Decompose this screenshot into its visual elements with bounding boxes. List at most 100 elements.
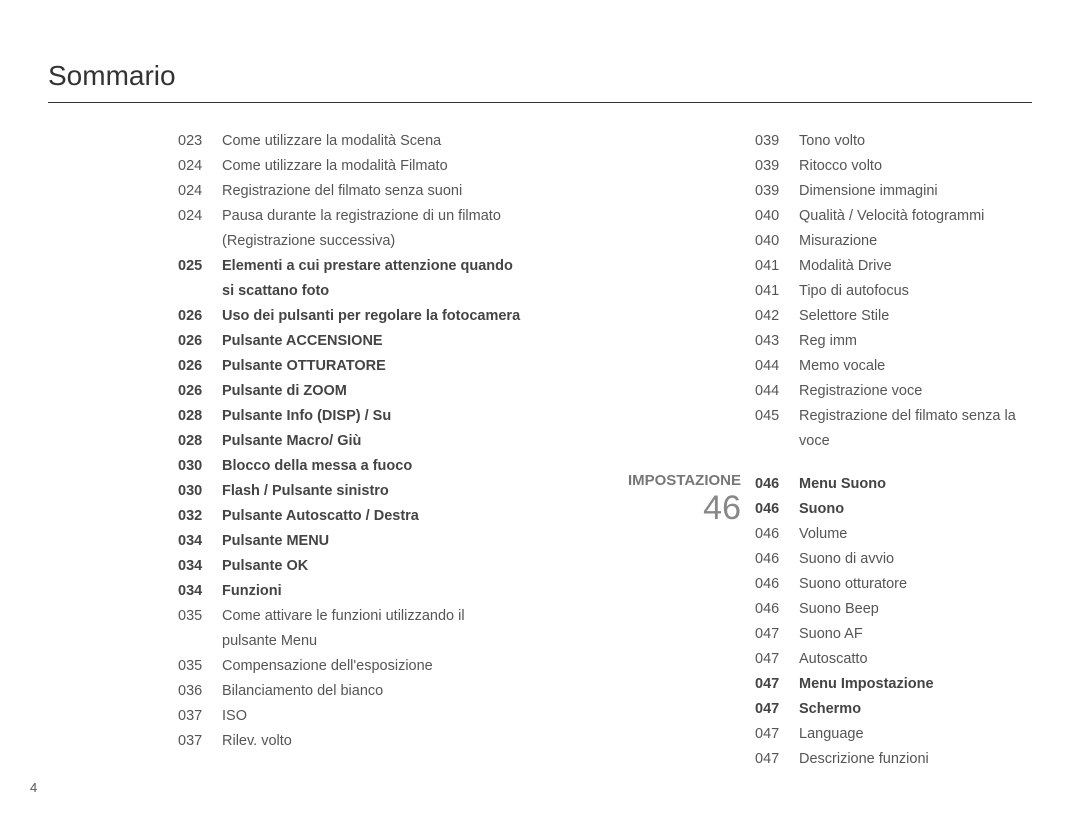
left-gutter (48, 129, 178, 772)
toc-entry-page: 034 (178, 554, 222, 579)
toc-entry[interactable]: 040Misurazione (755, 229, 1032, 254)
toc-entry[interactable]: 035Compensazione dell'esposizione (178, 654, 605, 679)
toc-entry[interactable]: 034Pulsante OK (178, 554, 605, 579)
toc-entry-page: 034 (178, 579, 222, 604)
toc-entry[interactable]: 024Come utilizzare la modalità Filmato (178, 154, 605, 179)
section-label-title: IMPOSTAZIONE (605, 472, 741, 489)
toc-entry-title: Descrizione funzioni (799, 747, 1032, 772)
toc-entry-page: 026 (178, 379, 222, 404)
toc-entry[interactable]: 026Pulsante ACCENSIONE (178, 329, 605, 354)
toc-entry[interactable]: 026Pulsante di ZOOM (178, 379, 605, 404)
section-label: IMPOSTAZIONE 46 (605, 472, 755, 772)
toc-right-bottom-block: IMPOSTAZIONE 46 046Menu Suono046Suono046… (605, 472, 1032, 772)
toc-entry-title: Schermo (799, 697, 1032, 722)
toc-entry-continuation: (Registrazione successiva) (178, 229, 605, 254)
toc-entry[interactable]: 041Tipo di autofocus (755, 279, 1032, 304)
section-label-spacer (605, 129, 755, 454)
toc-entry-page: 026 (178, 329, 222, 354)
toc-entry[interactable]: 034Pulsante MENU (178, 529, 605, 554)
toc-entry-page: 047 (755, 747, 799, 772)
toc-entry-page: 035 (178, 654, 222, 679)
toc-entry[interactable]: 037Rilev. volto (178, 729, 605, 754)
toc-entry-title: Tono volto (799, 129, 1032, 154)
toc-right-top-entries: 039Tono volto039Ritocco volto039Dimensio… (755, 129, 1032, 454)
toc-columns: 023Come utilizzare la modalità Scena024C… (48, 129, 1032, 772)
toc-entry-title: Blocco della messa a fuoco (222, 454, 605, 479)
toc-right-column: 039Tono volto039Ritocco volto039Dimensio… (605, 129, 1032, 772)
toc-entry-title: Menu Suono (799, 472, 1032, 497)
toc-entry[interactable]: 026Pulsante OTTURATORE (178, 354, 605, 379)
toc-page: Sommario 023Come utilizzare la modalità … (0, 0, 1080, 815)
toc-entry-title: Pulsante ACCENSIONE (222, 329, 605, 354)
toc-entry[interactable]: 047Menu Impostazione (755, 672, 1032, 697)
toc-entry-page: 041 (755, 254, 799, 279)
toc-entry[interactable]: 046Suono Beep (755, 597, 1032, 622)
toc-entry-title: Memo vocale (799, 354, 1032, 379)
toc-entry-page: 045 (755, 404, 799, 429)
toc-entry[interactable]: 025Elementi a cui prestare attenzione qu… (178, 254, 605, 279)
toc-left-column: 023Come utilizzare la modalità Scena024C… (178, 129, 605, 772)
toc-entry-page: 024 (178, 154, 222, 179)
toc-entry[interactable]: 037ISO (178, 704, 605, 729)
toc-entry[interactable]: 047Suono AF (755, 622, 1032, 647)
toc-entry-page: 046 (755, 472, 799, 497)
toc-entry[interactable]: 044Memo vocale (755, 354, 1032, 379)
toc-entry-title: Flash / Pulsante sinistro (222, 479, 605, 504)
toc-entry[interactable]: 045Registrazione del filmato senza la vo… (755, 404, 1032, 454)
toc-entry[interactable]: 023Come utilizzare la modalità Scena (178, 129, 605, 154)
toc-entry-page: 030 (178, 454, 222, 479)
toc-entry-page: 039 (755, 129, 799, 154)
toc-entry-title: Rilev. volto (222, 729, 605, 754)
toc-entry-title: Bilanciamento del bianco (222, 679, 605, 704)
section-label-number: 46 (605, 491, 741, 525)
toc-entry[interactable]: 032Pulsante Autoscatto / Destra (178, 504, 605, 529)
toc-entry[interactable]: 034Funzioni (178, 579, 605, 604)
toc-entry-title: Autoscatto (799, 647, 1032, 672)
toc-entry[interactable]: 036Bilanciamento del bianco (178, 679, 605, 704)
toc-entry[interactable]: 047Descrizione funzioni (755, 747, 1032, 772)
toc-entry[interactable]: 046Suono (755, 497, 1032, 522)
toc-entry-title: Pausa durante la registrazione di un fil… (222, 204, 605, 229)
toc-entry[interactable]: 041Modalità Drive (755, 254, 1032, 279)
toc-entry[interactable]: 046Suono di avvio (755, 547, 1032, 572)
toc-entry-page: 043 (755, 329, 799, 354)
toc-entry[interactable]: 026Uso dei pulsanti per regolare la foto… (178, 304, 605, 329)
toc-entry-page: 040 (755, 204, 799, 229)
toc-entry[interactable]: 039Dimensione immagini (755, 179, 1032, 204)
toc-entry[interactable]: 028Pulsante Info (DISP) / Su (178, 404, 605, 429)
toc-entry[interactable]: 046Menu Suono (755, 472, 1032, 497)
toc-entry-title: Come utilizzare la modalità Scena (222, 129, 605, 154)
toc-entry[interactable]: 044Registrazione voce (755, 379, 1032, 404)
toc-entry[interactable]: 043Reg imm (755, 329, 1032, 354)
toc-entry[interactable]: 047Language (755, 722, 1032, 747)
toc-entry[interactable]: 024Registrazione del filmato senza suoni (178, 179, 605, 204)
toc-entry-page: 028 (178, 429, 222, 454)
toc-entry-page: 024 (178, 179, 222, 204)
toc-entry-page: 036 (178, 679, 222, 704)
toc-entry-title: Suono Beep (799, 597, 1032, 622)
toc-entry[interactable]: 047Schermo (755, 697, 1032, 722)
toc-entry[interactable]: 030Flash / Pulsante sinistro (178, 479, 605, 504)
toc-entry-page: 047 (755, 622, 799, 647)
toc-entry[interactable]: 024Pausa durante la registrazione di un … (178, 204, 605, 229)
toc-entry-page: 037 (178, 729, 222, 754)
toc-entry-page: 037 (178, 704, 222, 729)
toc-entry-page: 047 (755, 697, 799, 722)
toc-entry[interactable]: 046Suono otturatore (755, 572, 1032, 597)
toc-entry[interactable]: 039Ritocco volto (755, 154, 1032, 179)
toc-entry-page: 046 (755, 547, 799, 572)
toc-entry[interactable]: 035Come attivare le funzioni utilizzando… (178, 604, 605, 629)
toc-entry-title: Modalità Drive (799, 254, 1032, 279)
toc-entry[interactable]: 046Volume (755, 522, 1032, 547)
toc-entry[interactable]: 039Tono volto (755, 129, 1032, 154)
toc-entry[interactable]: 042Selettore Stile (755, 304, 1032, 329)
toc-entry[interactable]: 040Qualità / Velocità fotogrammi (755, 204, 1032, 229)
toc-entry-title: Pulsante Info (DISP) / Su (222, 404, 605, 429)
toc-entry[interactable]: 047Autoscatto (755, 647, 1032, 672)
toc-entry-continuation: pulsante Menu (178, 629, 605, 654)
toc-entry-title: Suono (799, 497, 1032, 522)
toc-entry-page: 047 (755, 647, 799, 672)
toc-entry[interactable]: 028Pulsante Macro/ Giù (178, 429, 605, 454)
toc-entry[interactable]: 030Blocco della messa a fuoco (178, 454, 605, 479)
page-title: Sommario (48, 60, 1032, 103)
